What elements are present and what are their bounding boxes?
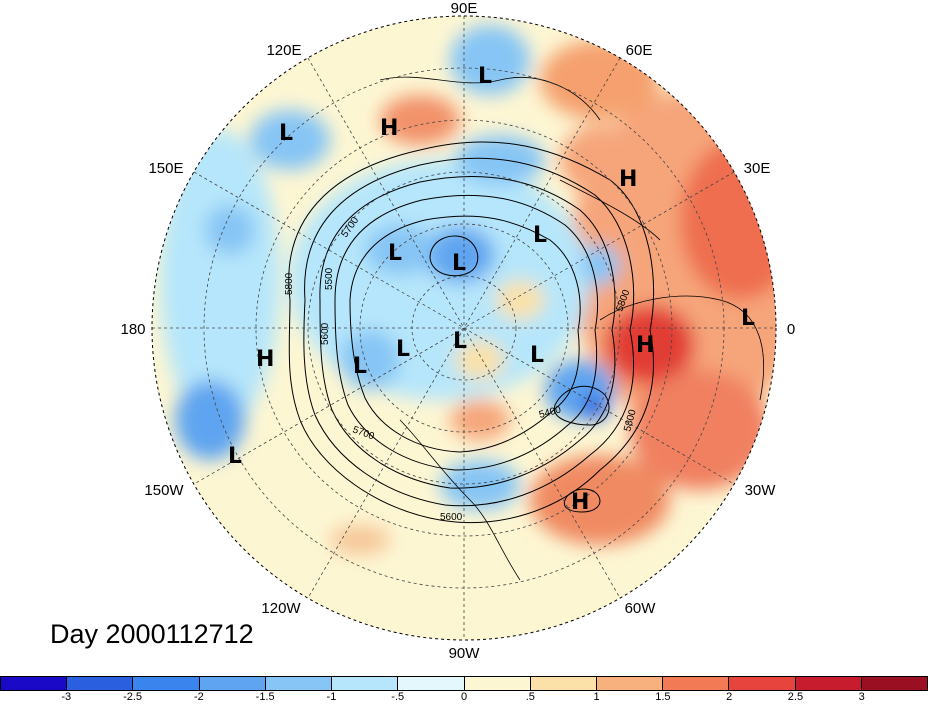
- colorbar-swatch: [67, 677, 134, 690]
- colorbar-swatch: [663, 677, 730, 690]
- high-center: H: [636, 333, 654, 358]
- lon-label-0: 0: [787, 321, 795, 338]
- lon-label-90w: 90W: [449, 645, 481, 662]
- colorbar-swatch: [530, 677, 597, 690]
- colorbar-tick-label: -1.5: [255, 691, 275, 703]
- colorbar-tick-label: 1: [593, 691, 600, 703]
- colorbar-swatch: [199, 677, 266, 690]
- lon-label-60e: 60E: [626, 42, 653, 59]
- lon-label-30e: 30E: [744, 160, 771, 177]
- map-boundary: [151, 15, 777, 641]
- colorbar-tick-label: -1: [326, 691, 337, 703]
- colorbar-tick-label: .5: [525, 691, 535, 703]
- colorbar-tick-label: -2.5: [123, 691, 143, 703]
- low-center: L: [741, 306, 755, 331]
- colorbar-tick-label: 1.5: [655, 691, 671, 703]
- high-center: H: [619, 167, 637, 192]
- day-title: Day 2000112712: [50, 619, 254, 649]
- colorbar-swatch: [861, 677, 928, 690]
- low-center: L: [530, 343, 544, 368]
- colorbar-tick-label: 0: [460, 691, 468, 703]
- colorbar-tick-label: -.5: [391, 691, 405, 703]
- lon-label-60w: 60W: [625, 600, 657, 617]
- coastlines: [379, 76, 764, 581]
- colorbar-tick-label: 2.5: [787, 691, 804, 703]
- contour-label: 5600: [440, 512, 463, 523]
- low-center: L: [452, 251, 466, 276]
- colorbar-tick-label: 2: [726, 691, 733, 703]
- lon-label-180: 180: [120, 321, 145, 338]
- contour-label: 5500: [324, 267, 335, 290]
- low-center: L: [353, 354, 367, 379]
- high-center: H: [380, 116, 398, 141]
- longitude-labels: 90E 60E 120E 30E 150E 0 180 30W 150W 60W…: [120, 0, 795, 662]
- colorbar-swatch: [133, 677, 200, 690]
- low-center: L: [279, 121, 293, 146]
- anomaly-field: [152, 16, 776, 640]
- colorbar: -3 -2.5 -2 -1.5 -1 -.5 0 .5 1 1.5 2 2.5 3: [0, 676, 928, 704]
- low-center: L: [533, 223, 547, 248]
- low-center: L: [478, 64, 492, 89]
- colorbar-boxes: [0, 676, 928, 691]
- height-contours: [288, 141, 655, 523]
- lon-label-150e: 150E: [148, 160, 183, 177]
- lon-label-120e: 120E: [266, 42, 301, 59]
- contour-label: 5800: [284, 272, 295, 295]
- lon-label-150w: 150W: [144, 482, 184, 499]
- low-center: L: [453, 329, 467, 354]
- colorbar-swatch: [464, 677, 531, 690]
- lon-label-90e: 90E: [451, 0, 478, 17]
- colorbar-tick-label: 3: [858, 691, 865, 703]
- colorbar-swatch: [332, 677, 399, 690]
- low-center: L: [228, 444, 242, 469]
- high-center: H: [256, 347, 274, 372]
- lon-label-30w: 30W: [745, 482, 777, 499]
- low-center: L: [396, 337, 410, 362]
- colorbar-swatch: [596, 677, 664, 690]
- colorbar-swatch: [729, 677, 796, 690]
- colorbar-swatch: [0, 677, 68, 690]
- lon-label-120w: 120W: [261, 600, 301, 617]
- colorbar-swatch: [795, 677, 862, 690]
- high-center: H: [571, 490, 589, 515]
- colorbar-swatch: [398, 677, 465, 690]
- graticule: [152, 16, 776, 640]
- colorbar-tick-label: -3: [61, 691, 72, 703]
- low-center: L: [388, 241, 402, 266]
- pressure-centers: L H L H H L L L L L L L H L L H: [228, 64, 755, 515]
- colorbar-labels: -3 -2.5 -2 -1.5 -1 -.5 0 .5 1 1.5 2 2.5 3: [0, 691, 928, 704]
- colorbar-swatch: [265, 677, 333, 690]
- contour-label: 5600: [320, 322, 331, 345]
- colorbar-tick-label: -2: [193, 691, 204, 703]
